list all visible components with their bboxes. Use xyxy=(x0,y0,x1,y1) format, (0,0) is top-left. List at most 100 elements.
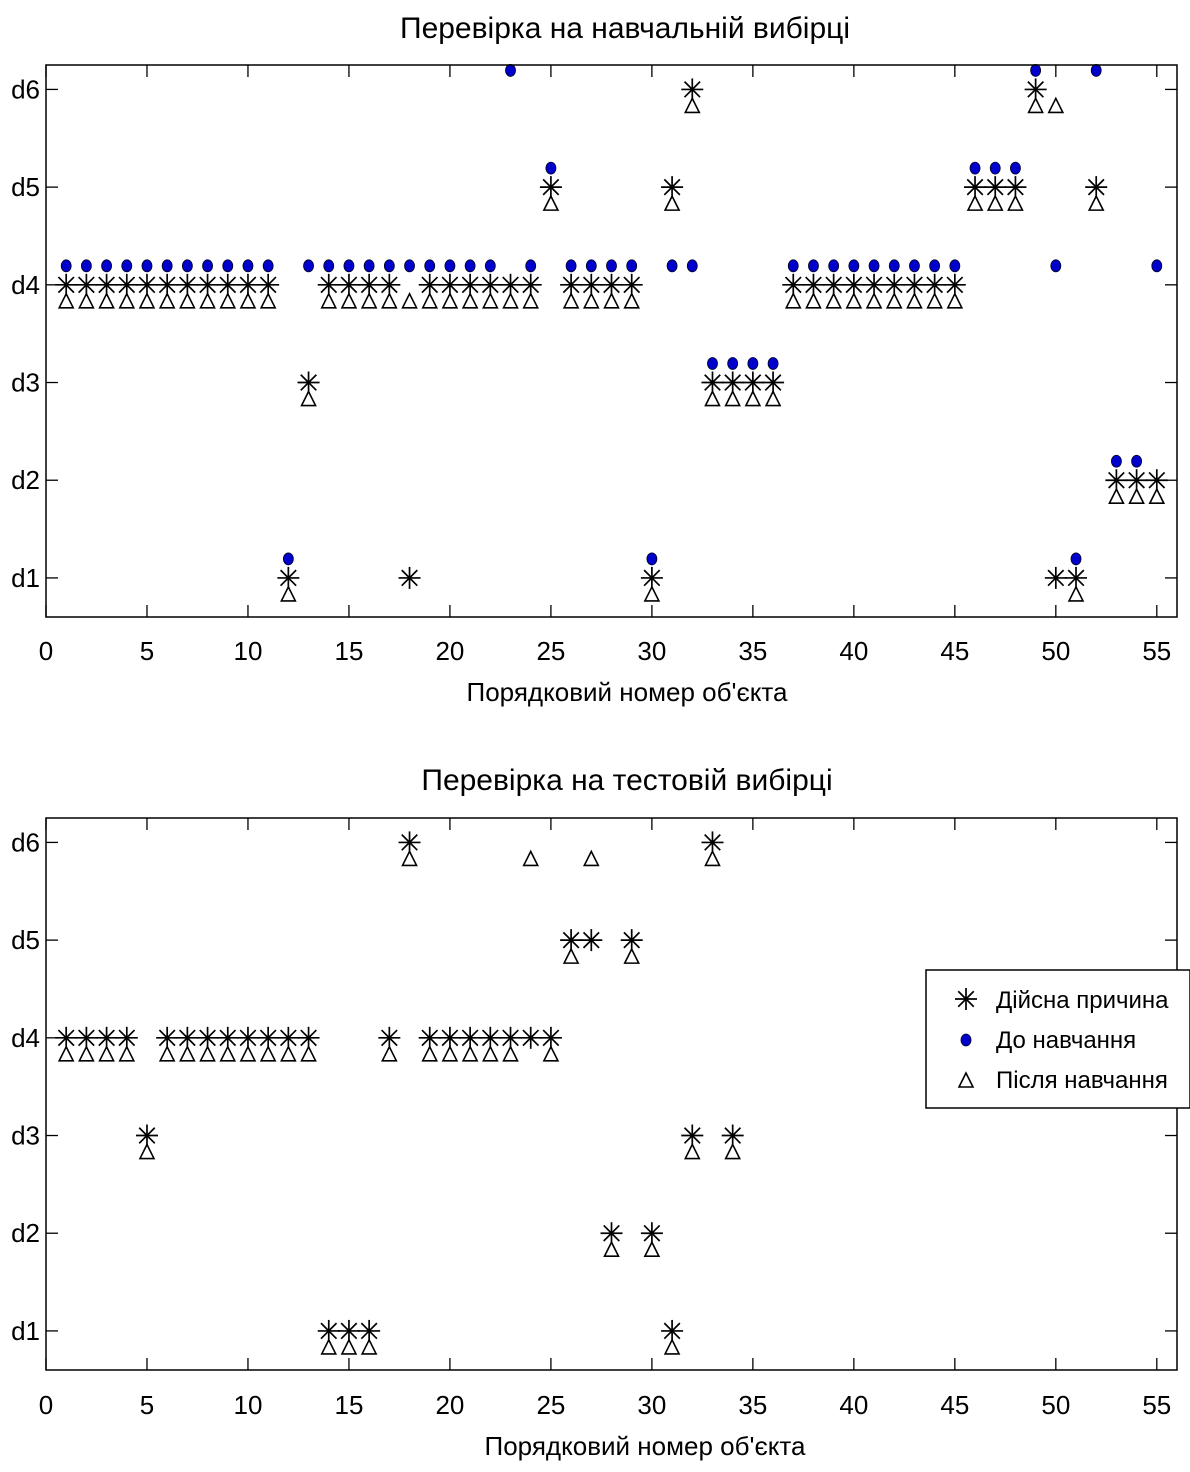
point-actual xyxy=(418,1026,441,1049)
point-before xyxy=(303,259,314,273)
point-actual xyxy=(459,273,482,296)
point-actual xyxy=(519,273,542,296)
x-tick-label: 55 xyxy=(1142,636,1171,666)
point-actual xyxy=(620,273,643,296)
point-after xyxy=(643,585,661,602)
point-before xyxy=(404,259,415,273)
mark-layer xyxy=(55,64,1168,602)
point-actual xyxy=(580,273,603,296)
legend-marker-after xyxy=(957,1071,975,1088)
point-before xyxy=(929,259,941,273)
point-actual xyxy=(156,1026,179,1049)
y-tick-label: d2 xyxy=(11,1218,40,1248)
x-tick-label: 30 xyxy=(637,636,666,666)
point-after xyxy=(421,292,439,309)
point-before xyxy=(1090,64,1102,77)
y-tick-label: d3 xyxy=(11,1121,40,1151)
plot-frame xyxy=(45,64,1178,618)
point-after xyxy=(199,292,216,309)
x-tick-label: 20 xyxy=(435,1390,464,1420)
point-after xyxy=(825,292,842,309)
x-tick-label: 35 xyxy=(738,636,767,666)
point-actual xyxy=(1125,469,1148,492)
point-after xyxy=(199,1045,216,1062)
chart-title: Перевірка на тестовій вибірці xyxy=(421,764,832,797)
point-after xyxy=(583,849,600,867)
point-before xyxy=(181,259,193,273)
y-tick-label: d5 xyxy=(11,925,40,955)
point-actual xyxy=(236,273,259,296)
point-after xyxy=(300,1045,317,1062)
point-after xyxy=(522,849,540,867)
point-before xyxy=(747,357,759,370)
y-tick-label: d5 xyxy=(11,172,40,202)
point-before xyxy=(646,552,658,566)
point-actual xyxy=(317,273,340,296)
x-tick-label: 5 xyxy=(140,1390,154,1420)
point-after xyxy=(219,1045,237,1062)
point-after xyxy=(179,1045,196,1062)
tick-layer: 0 5 10 15 20 25 30 35 40 45 50 55 d1 d2 d3 d4 d5 d6 xyxy=(11,65,1177,666)
point-before xyxy=(1010,161,1021,175)
point-after xyxy=(663,194,681,211)
point-actual xyxy=(75,273,98,296)
point-before xyxy=(121,259,133,273)
point-actual xyxy=(398,831,421,854)
point-after xyxy=(280,1045,297,1062)
point-actual xyxy=(964,176,987,199)
point-after xyxy=(482,292,499,309)
point-actual xyxy=(1004,176,1027,199)
point-actual xyxy=(236,1026,259,1049)
point-before xyxy=(606,259,617,273)
point-after xyxy=(239,292,257,309)
point-after xyxy=(381,1045,398,1062)
point-after xyxy=(724,1142,741,1160)
point-actual xyxy=(135,1124,158,1147)
point-after xyxy=(1108,487,1125,505)
point-after xyxy=(764,389,782,407)
point-actual xyxy=(196,273,219,296)
point-after xyxy=(360,292,378,309)
legend-label-before: До навчання xyxy=(996,1027,1136,1054)
point-actual xyxy=(135,273,158,296)
point-after xyxy=(966,194,984,211)
point-after xyxy=(1047,96,1065,114)
x-tick-label: 10 xyxy=(234,1390,263,1420)
x-axis-label: Порядковий номер об'єкта xyxy=(485,1431,806,1461)
point-before xyxy=(686,259,698,273)
point-actual xyxy=(277,1026,300,1049)
x-tick-label: 5 xyxy=(140,636,154,666)
point-after xyxy=(401,292,418,309)
point-after xyxy=(744,389,762,407)
point-actual xyxy=(741,371,764,394)
point-actual xyxy=(196,1026,219,1049)
point-before xyxy=(545,161,557,175)
point-after xyxy=(784,292,802,309)
point-actual xyxy=(115,1026,138,1049)
x-tick-label: 45 xyxy=(940,636,969,666)
x-tick-label: 40 xyxy=(839,636,868,666)
point-actual xyxy=(600,1222,623,1245)
point-after xyxy=(1007,194,1024,211)
point-actual xyxy=(459,1026,482,1049)
point-after xyxy=(1128,487,1145,505)
point-actual xyxy=(156,273,179,296)
point-after xyxy=(340,292,358,309)
y-tick-label: d4 xyxy=(11,1023,40,1053)
legend-label-actual: Дійсна причина xyxy=(996,987,1169,1014)
point-before xyxy=(707,357,718,370)
point-after xyxy=(57,292,75,309)
point-before xyxy=(1131,454,1143,468)
point-after xyxy=(320,1338,338,1355)
point-actual xyxy=(499,1026,522,1049)
point-before xyxy=(383,259,395,273)
point-before xyxy=(202,259,213,273)
point-before xyxy=(505,64,516,77)
point-after xyxy=(138,1142,156,1160)
x-tick-label: 45 xyxy=(940,1390,969,1420)
point-before xyxy=(585,259,597,273)
point-after xyxy=(179,292,196,309)
x-tick-label: 25 xyxy=(536,1390,565,1420)
y-tick-label: d2 xyxy=(11,465,40,495)
point-actual xyxy=(802,273,825,296)
